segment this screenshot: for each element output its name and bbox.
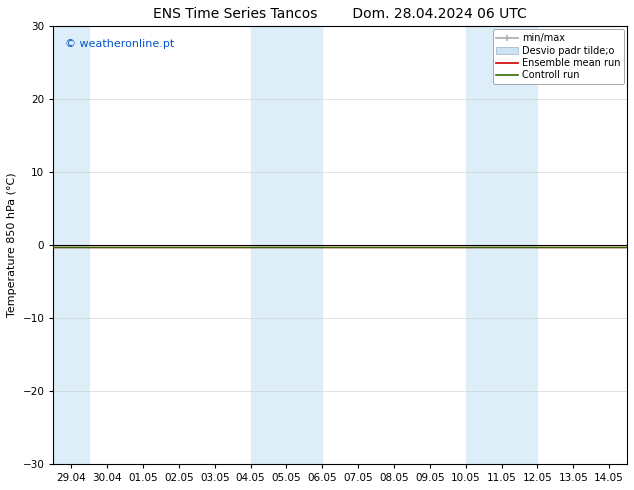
Bar: [250, 26, 322, 464]
Bar: [466, 26, 538, 464]
Legend: min/max, Desvio padr tilde;o, Ensemble mean run, Controll run: min/max, Desvio padr tilde;o, Ensemble m…: [493, 29, 624, 84]
Title: ENS Time Series Tancos        Dom. 28.04.2024 06 UTC: ENS Time Series Tancos Dom. 28.04.2024 0…: [153, 7, 527, 21]
Text: © weatheronline.pt: © weatheronline.pt: [65, 39, 174, 49]
Bar: [53, 26, 89, 464]
Y-axis label: Temperature 850 hPa (°C): Temperature 850 hPa (°C): [7, 173, 17, 318]
